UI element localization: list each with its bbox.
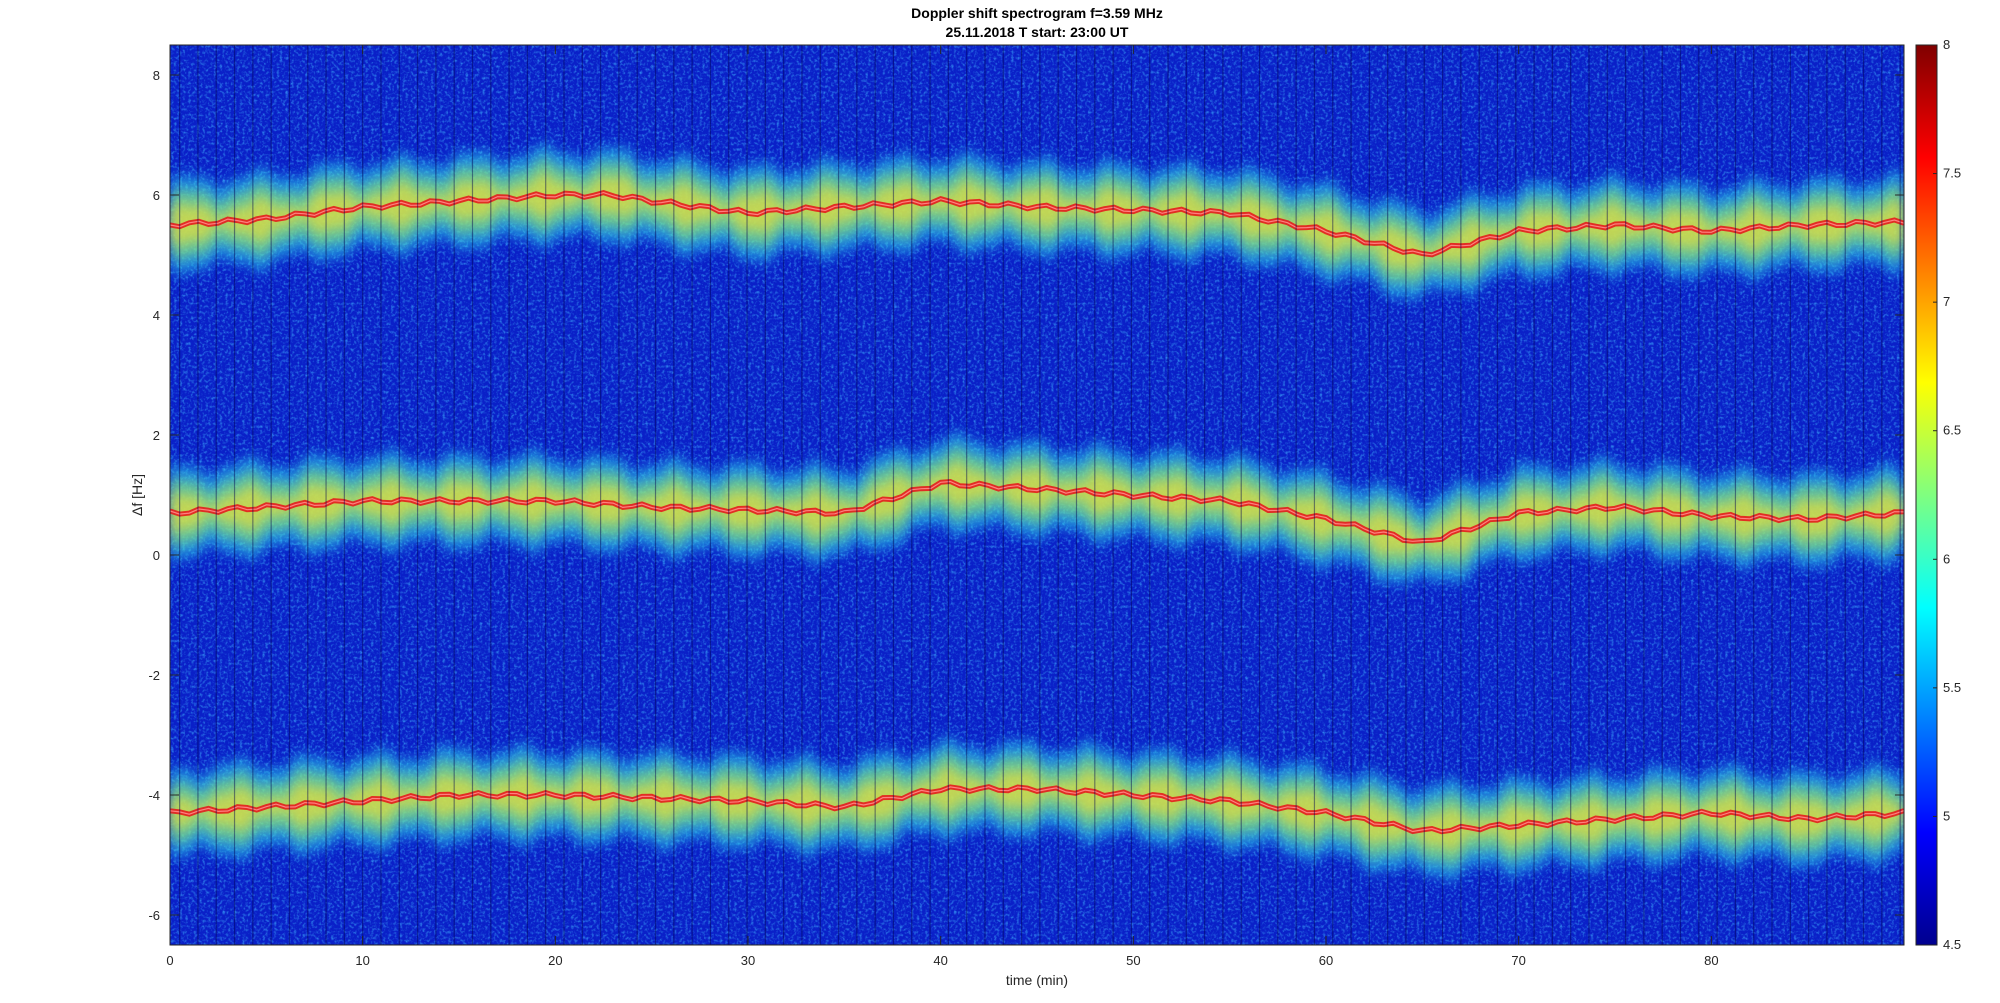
signal-bands (170, 141, 1904, 884)
y-tick-label: 6 (153, 188, 160, 203)
y-axis-label: Δf [Hz] (129, 474, 145, 516)
x-tick-label: 60 (1319, 953, 1333, 968)
y-tick-label: 0 (153, 548, 160, 563)
y-tick-label: 4 (153, 308, 160, 323)
colorbar-tick-label: 7.5 (1943, 166, 1961, 181)
colorbar-tick-label: 5.5 (1943, 680, 1961, 695)
colorbar-tick-label: 5 (1943, 808, 1950, 823)
x-tick-label: 50 (1126, 953, 1140, 968)
colorbar (1915, 44, 1938, 946)
x-axis: 0 10 20 30 40 50 60 70 80 (166, 45, 1719, 968)
chart-title: Doppler shift spectrogram f=3.59 MHz (911, 5, 1163, 21)
chart-subtitle: 25.11.2018 T start: 23:00 UT (946, 24, 1129, 40)
x-axis-label: time (min) (1006, 972, 1068, 988)
x-tick-label: 70 (1511, 953, 1525, 968)
series-trace-core (170, 191, 1904, 256)
x-tick-label: 40 (933, 953, 947, 968)
time-stripes (179, 45, 1901, 945)
x-tick-label: 80 (1704, 953, 1718, 968)
y-tick-label: 8 (153, 68, 160, 83)
y-tick-label: 2 (153, 428, 160, 443)
colorbar-tick-label: 6.5 (1943, 423, 1961, 438)
series-trace-core (170, 480, 1904, 542)
plot-frame (169, 44, 1905, 946)
y-axis: -6 -4 -2 0 2 4 6 8 (148, 68, 1904, 923)
colorbar-tick-label: 6 (1943, 551, 1950, 566)
plot-area (170, 45, 1904, 945)
colorbar-tick-label: 7 (1943, 294, 1950, 309)
series-trace-core (170, 786, 1904, 833)
y-tick-label: -4 (148, 788, 160, 803)
y-tick-label: -2 (148, 668, 160, 683)
y-tick-label: -6 (148, 908, 160, 923)
x-tick-label: 0 (166, 953, 173, 968)
colorbar-tick-label: 8 (1943, 37, 1950, 52)
x-tick-label: 10 (355, 953, 369, 968)
colorbar-ticks: 4.5 5 5.5 6 6.5 7 7.5 8 (1933, 37, 1961, 952)
colorbar-tick-label: 4.5 (1943, 937, 1961, 952)
x-tick-label: 30 (741, 953, 755, 968)
x-tick-label: 20 (548, 953, 562, 968)
band-glow-inner (170, 764, 1904, 854)
